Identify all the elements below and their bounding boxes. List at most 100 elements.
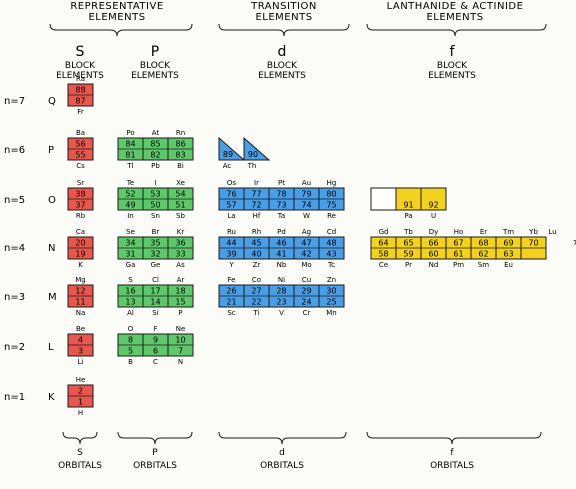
atomic-number-bottom: 19: [75, 250, 85, 259]
element-symbol-below: Sm: [478, 261, 489, 269]
element-symbol-below: W: [303, 212, 310, 220]
element-symbol-above: Mg: [75, 276, 85, 284]
orbital-p-letter: P: [152, 448, 158, 458]
element-symbol-above: Au: [302, 179, 311, 187]
element-symbol-above: Pt: [278, 179, 285, 187]
s-block-row: 88 87 Ra Fr: [67, 75, 94, 116]
atomic-number-top: 69: [503, 239, 513, 248]
element-symbol-below: P: [178, 309, 182, 317]
f-block-elements: 91Pa92U6458Ce6559Pr6660Nd6761Pm6862Sm696…: [370, 187, 576, 269]
d-block-element-cell: 77 72 Ir Hf: [243, 179, 270, 220]
atomic-number-top: 35: [150, 239, 160, 248]
element-symbol-above: He: [76, 376, 86, 384]
f-block-element-cell: 67 61 Pm: [445, 236, 472, 269]
orbital-s: S ORBITALS: [58, 431, 102, 471]
triangle-shape: [218, 136, 246, 161]
block-label-s-line3: ELEMENTS: [56, 71, 104, 81]
atomic-number-top: 46: [276, 239, 286, 248]
element-symbol-above: Cl: [152, 276, 159, 284]
element-symbol-above: F: [153, 325, 157, 333]
atomic-number-top: 67: [453, 239, 463, 248]
element-symbol-below: Eu: [504, 261, 513, 269]
element-symbol-below: Si: [152, 309, 158, 317]
element-symbol-above: Tm: [502, 228, 514, 236]
element-symbol-below: Hf: [253, 212, 261, 220]
atomic-number-top: 66: [428, 239, 438, 248]
atomic-number-bottom: 74: [301, 201, 311, 210]
s-block-row: 12 11 Mg Na: [67, 276, 94, 317]
p-block-elements: 8481PoTl8582AtPb8683RnBi5249TeIn5350ISn5…: [117, 129, 194, 366]
p-block-element-cell: 8 5 O B: [117, 325, 144, 366]
row-shell-label: Q: [48, 96, 56, 107]
orbital-d: d ORBITALS: [218, 431, 347, 471]
row-shell-label: N: [48, 243, 55, 254]
atomic-number-top: 78: [276, 190, 286, 199]
atomic-number-bottom: 92: [428, 201, 438, 210]
header-representative-line2: ELEMENTS: [88, 12, 145, 23]
atomic-number-bottom: 11: [75, 298, 85, 307]
element-symbol-below: Ta: [277, 212, 285, 220]
atomic-number-top: 77: [251, 190, 261, 199]
element-symbol-below: Y: [228, 261, 234, 269]
s-block-row: 2 1 He H: [67, 376, 94, 417]
s-block-row: 38 37 Sr Rb: [67, 179, 94, 220]
atomic-number-bottom: 3: [78, 347, 83, 356]
d-block-row: 44 39 Ru Y 45 40 Rh Zr 46 41 Pd Nb 47 42 Ag Mo 48 43 Cd Tc: [218, 228, 345, 269]
atomic-number-bottom: 75: [326, 201, 336, 210]
element-symbol-above: Sr: [77, 179, 84, 187]
element-symbol-above: Hg: [327, 179, 337, 187]
element-symbol-above: Os: [227, 179, 237, 187]
atomic-number-top: 47: [301, 239, 311, 248]
brace-lanthanide: [366, 23, 547, 37]
atomic-number-bottom: 31: [125, 250, 135, 259]
atomic-number-bottom: 49: [125, 201, 135, 210]
row-shell-label: M: [48, 292, 57, 303]
element-symbol-above: Br: [152, 228, 160, 236]
row-n-label: n=1: [4, 392, 25, 403]
atomic-number-bottom: 14: [150, 298, 160, 307]
atomic-number-bottom: 57: [226, 201, 236, 210]
p-block-row: 16 13 S Al 17 14 Cl Si 18 15 Ar P: [117, 276, 194, 317]
p-block-element-cell: 34 31 Se Ga: [117, 228, 144, 269]
row-shell-label: L: [48, 342, 54, 353]
atomic-number-top: 28: [276, 287, 286, 296]
element-symbol-above: Rn: [176, 129, 185, 137]
atomic-number-bottom: 15: [175, 298, 185, 307]
element-symbol-above: Te: [126, 179, 134, 187]
atomic-number-bottom: 13: [125, 298, 135, 307]
block-label-f-line2: BLOCK: [437, 61, 468, 71]
element-symbol-above: Ca: [76, 228, 85, 236]
element-symbol-above: Se: [126, 228, 135, 236]
p-block-row: 52 49 Te In 53 50 I Sn 54 51 Xe Sb: [117, 179, 194, 220]
atomic-number-bottom: 1: [78, 398, 83, 407]
atomic-number-top: 17: [150, 287, 160, 296]
f-block-element-cell: 64 58 Ce: [370, 236, 397, 269]
d-block-element-cell: 26 21 Fe Sc: [218, 276, 245, 317]
element-symbol-below: Al: [127, 309, 134, 317]
element-symbol-above: Ru: [227, 228, 236, 236]
element-symbol-above: Dy: [429, 228, 439, 236]
element-symbol-below: V: [279, 309, 284, 317]
f-block-element-cell: 70: [520, 236, 547, 260]
d-block-element-cell: 47 42 Ag Mo: [293, 228, 320, 269]
s-block-element-cell: 12 11 Mg Na: [67, 276, 94, 317]
d-block-triangle-cell: 90 Th: [243, 136, 271, 170]
element-symbol-above: Cd: [327, 228, 336, 236]
d-block-row: 26 21 Fe Sc 27 22 Co Ti 28 23 Ni V 29 24 Cu Cr 30 25 Zn Mn: [218, 276, 345, 317]
element-symbol-below: Cs: [76, 162, 85, 170]
s-block-element-cell: 4 3 Be Li: [67, 325, 94, 366]
atomic-number-bottom: 63: [503, 250, 513, 259]
atomic-number-top: 85: [150, 140, 160, 149]
element-symbol-above: Xe: [176, 179, 185, 187]
s-block-elements: 8887RaFr5655BaCs3837SrRb2019CaK1211MgNa4…: [67, 75, 94, 417]
block-label-p-letter: P: [151, 44, 159, 60]
atomic-number-bottom: 59: [403, 250, 413, 259]
p-block-element-cell: 18 15 Ar P: [167, 276, 194, 317]
element-symbol-above: Ir: [254, 179, 259, 187]
f-block-element-cell: 66 60 Nd: [420, 236, 447, 269]
block-label-p-line2: BLOCK: [140, 61, 171, 71]
element-symbol-below: Ti: [252, 309, 259, 317]
element-symbol-below: Ac: [223, 162, 232, 170]
orbital-d-label: ORBITALS: [260, 461, 304, 471]
